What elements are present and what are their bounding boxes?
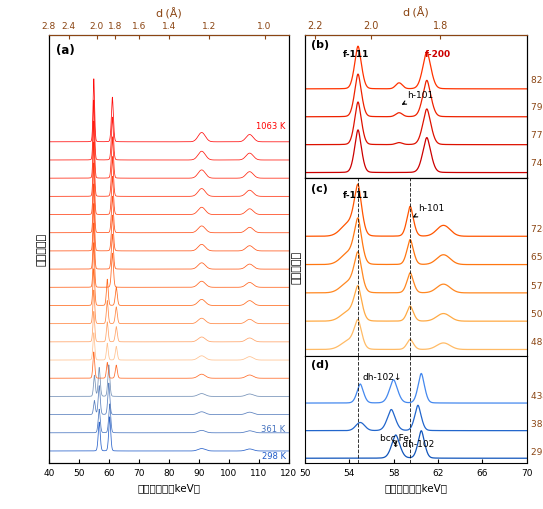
X-axis label: d (Å): d (Å) — [156, 7, 181, 18]
Text: 749 K: 749 K — [531, 159, 543, 168]
Text: bcc Fe: bcc Fe — [380, 434, 409, 445]
Text: ↓ dh-102: ↓ dh-102 — [393, 439, 434, 448]
X-axis label: エネルギー（keV）: エネルギー（keV） — [137, 483, 200, 493]
Text: (d): (d) — [311, 359, 330, 370]
Text: 773 K: 773 K — [531, 131, 543, 140]
Text: h-101: h-101 — [402, 91, 433, 105]
Text: 298 K: 298 K — [531, 447, 543, 456]
Text: f-111: f-111 — [343, 50, 369, 59]
Text: (b): (b) — [311, 40, 330, 50]
Text: 652 K: 652 K — [531, 253, 543, 262]
Y-axis label: ビーム強度: ビーム強度 — [292, 251, 302, 284]
Text: 579 K: 579 K — [531, 281, 543, 290]
Y-axis label: ビーム強度: ビーム強度 — [36, 233, 46, 266]
Text: f-200: f-200 — [425, 50, 451, 59]
X-axis label: エネルギー（keV）: エネルギー（keV） — [384, 483, 447, 493]
Text: 434 K: 434 K — [531, 391, 543, 401]
Text: 361 K: 361 K — [262, 424, 286, 433]
Text: (a): (a) — [56, 44, 75, 57]
Text: (c): (c) — [311, 183, 329, 193]
Text: 821 K: 821 K — [531, 75, 543, 84]
Text: 506 K: 506 K — [531, 309, 543, 318]
Text: f-111: f-111 — [343, 191, 369, 200]
Text: 482 K: 482 K — [531, 337, 543, 347]
X-axis label: d (Å): d (Å) — [403, 6, 428, 17]
Text: 1063 K: 1063 K — [256, 122, 286, 130]
Text: h-101: h-101 — [414, 204, 444, 217]
Text: 385 K: 385 K — [531, 419, 543, 428]
Text: 724 K: 724 K — [531, 224, 543, 234]
Text: 797 K: 797 K — [531, 103, 543, 112]
Text: 298 K: 298 K — [262, 451, 286, 460]
Text: dh-102↓: dh-102↓ — [363, 372, 402, 381]
